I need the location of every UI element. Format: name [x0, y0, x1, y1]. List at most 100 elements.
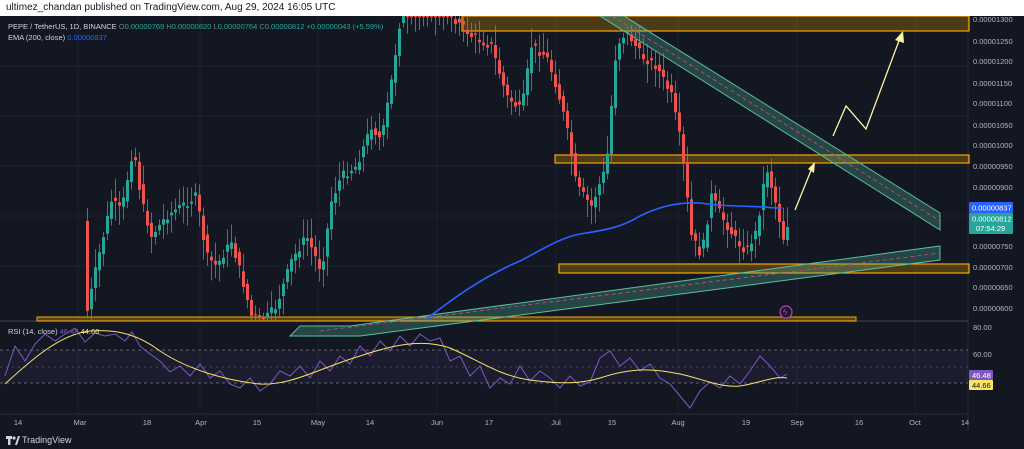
candle-body	[562, 96, 565, 112]
candle-body	[534, 43, 537, 46]
candle-body	[418, 16, 421, 18]
candle-body	[542, 51, 545, 55]
price-axis-tick: 0.00000750	[973, 242, 1013, 251]
candle-body	[706, 224, 709, 248]
ema-line	[424, 202, 783, 321]
candle-body	[442, 16, 445, 18]
time-axis-tick: 15	[608, 418, 616, 427]
candle-body	[694, 233, 697, 241]
candle-body	[326, 228, 329, 257]
candle-body	[666, 80, 669, 89]
candle-body	[138, 161, 141, 190]
candle-body	[486, 44, 489, 48]
candle-body	[658, 64, 661, 72]
resistance-zone-mid[interactable]	[554, 154, 970, 164]
candle-body	[122, 197, 125, 207]
candle-body	[142, 184, 145, 205]
price-axis[interactable]: 0.00001300 0.00001250 0.00001200 0.00001150…	[973, 16, 1013, 313]
support-zone[interactable]	[558, 263, 970, 274]
time-axis-tick: Mar	[74, 418, 87, 427]
candle-body	[338, 180, 341, 191]
candle-body	[238, 251, 241, 266]
ascending-channel[interactable]	[288, 245, 941, 337]
event-marker-icon[interactable]	[779, 305, 793, 319]
candle-body	[634, 39, 637, 46]
candles-group[interactable]	[86, 16, 789, 320]
rsi-ma-value: 44.66	[80, 327, 100, 336]
price-axis-tick: 0.00001300	[973, 16, 1013, 24]
candle-body	[182, 202, 185, 206]
candle-body	[166, 219, 169, 224]
candle-body	[522, 93, 525, 106]
price-axis-tick: 0.00000700	[973, 263, 1013, 272]
candle-body	[702, 239, 705, 249]
bottom-zone[interactable]	[36, 316, 857, 322]
rsi-value-tag-text: 46.48	[972, 371, 991, 380]
candle-body	[546, 52, 549, 58]
candle-body	[126, 180, 129, 202]
rsi-legend: RSI (14, close) 46.48 44.66	[8, 327, 99, 336]
candle-body	[394, 55, 397, 83]
close-price-tag	[969, 213, 1013, 234]
candle-body	[170, 212, 173, 216]
time-axis-tick: Aug	[671, 418, 684, 427]
chart-canvas[interactable]: ϟ 0.00001300 0.00001250 0.00001200 0.000011…	[0, 16, 1024, 431]
candle-body	[602, 171, 605, 183]
candle-body	[354, 166, 357, 170]
candle-body	[598, 184, 601, 196]
candle-body	[778, 203, 781, 222]
price-axis-tick: 0.00001150	[973, 79, 1012, 88]
candle-body	[774, 186, 777, 203]
candle-body	[146, 210, 149, 226]
ema-label[interactable]: EMA (200, close)	[8, 33, 66, 42]
candle-body	[282, 283, 285, 296]
candle-body	[574, 153, 577, 177]
candle-body	[234, 243, 237, 258]
rsi-label[interactable]: RSI (14, close)	[8, 327, 58, 336]
candle-body	[258, 315, 261, 317]
candle-body	[190, 201, 193, 204]
candle-body	[726, 222, 729, 231]
time-axis-tick: Jul	[551, 418, 561, 427]
candle-body	[106, 215, 109, 234]
candle-body	[330, 201, 333, 230]
candle-body	[538, 52, 541, 56]
close-value: 0.00000812	[264, 22, 305, 31]
time-axis-tick: 14	[366, 418, 374, 427]
candle-body	[426, 16, 429, 18]
candle-body	[494, 44, 497, 58]
high-label: H	[166, 22, 172, 31]
descending-channel[interactable]	[599, 16, 941, 231]
open-label: O	[118, 22, 125, 31]
time-axis[interactable]: 14 Mar 18 Apr 15 May 14 Jun 17 Jul 15 Aug 19 Sep 16 Oct…	[14, 418, 969, 427]
time-axis-tick: Jun	[431, 418, 443, 427]
candle-body	[422, 16, 425, 18]
candle-body	[346, 176, 349, 179]
rsi-ma-value-tag	[969, 380, 993, 390]
candle-body	[782, 221, 785, 240]
footer-brand[interactable]: TradingView	[22, 435, 72, 445]
candle-body	[630, 34, 633, 42]
publisher-line: ultimez_chandan published on TradingView…	[6, 2, 336, 13]
change-value: +0.00000043 (+5.59%)	[306, 22, 384, 31]
rsi-ma-value-tag-text: 44.66	[972, 381, 991, 390]
candle-body	[158, 224, 161, 231]
candle-body	[406, 16, 409, 18]
resistance-zone-top[interactable]	[461, 16, 970, 32]
time-axis-tick: Oct	[909, 418, 922, 427]
candle-body	[490, 42, 493, 44]
symbol-title[interactable]: PEPE / TetherUS, 1D, BINANCE	[8, 22, 117, 31]
candle-body	[526, 68, 529, 96]
candle-body	[618, 43, 621, 60]
candle-body	[410, 16, 413, 18]
candle-body	[278, 298, 281, 309]
candle-body	[402, 16, 405, 24]
candle-body	[710, 193, 713, 219]
time-axis-tick: May	[311, 418, 325, 427]
candle-body	[730, 227, 733, 235]
candle-body	[358, 162, 361, 170]
price-axis-tick: 0.00001250	[973, 37, 1013, 46]
candle-body	[674, 93, 677, 113]
candle-body	[554, 74, 557, 88]
candle-body	[202, 215, 205, 241]
